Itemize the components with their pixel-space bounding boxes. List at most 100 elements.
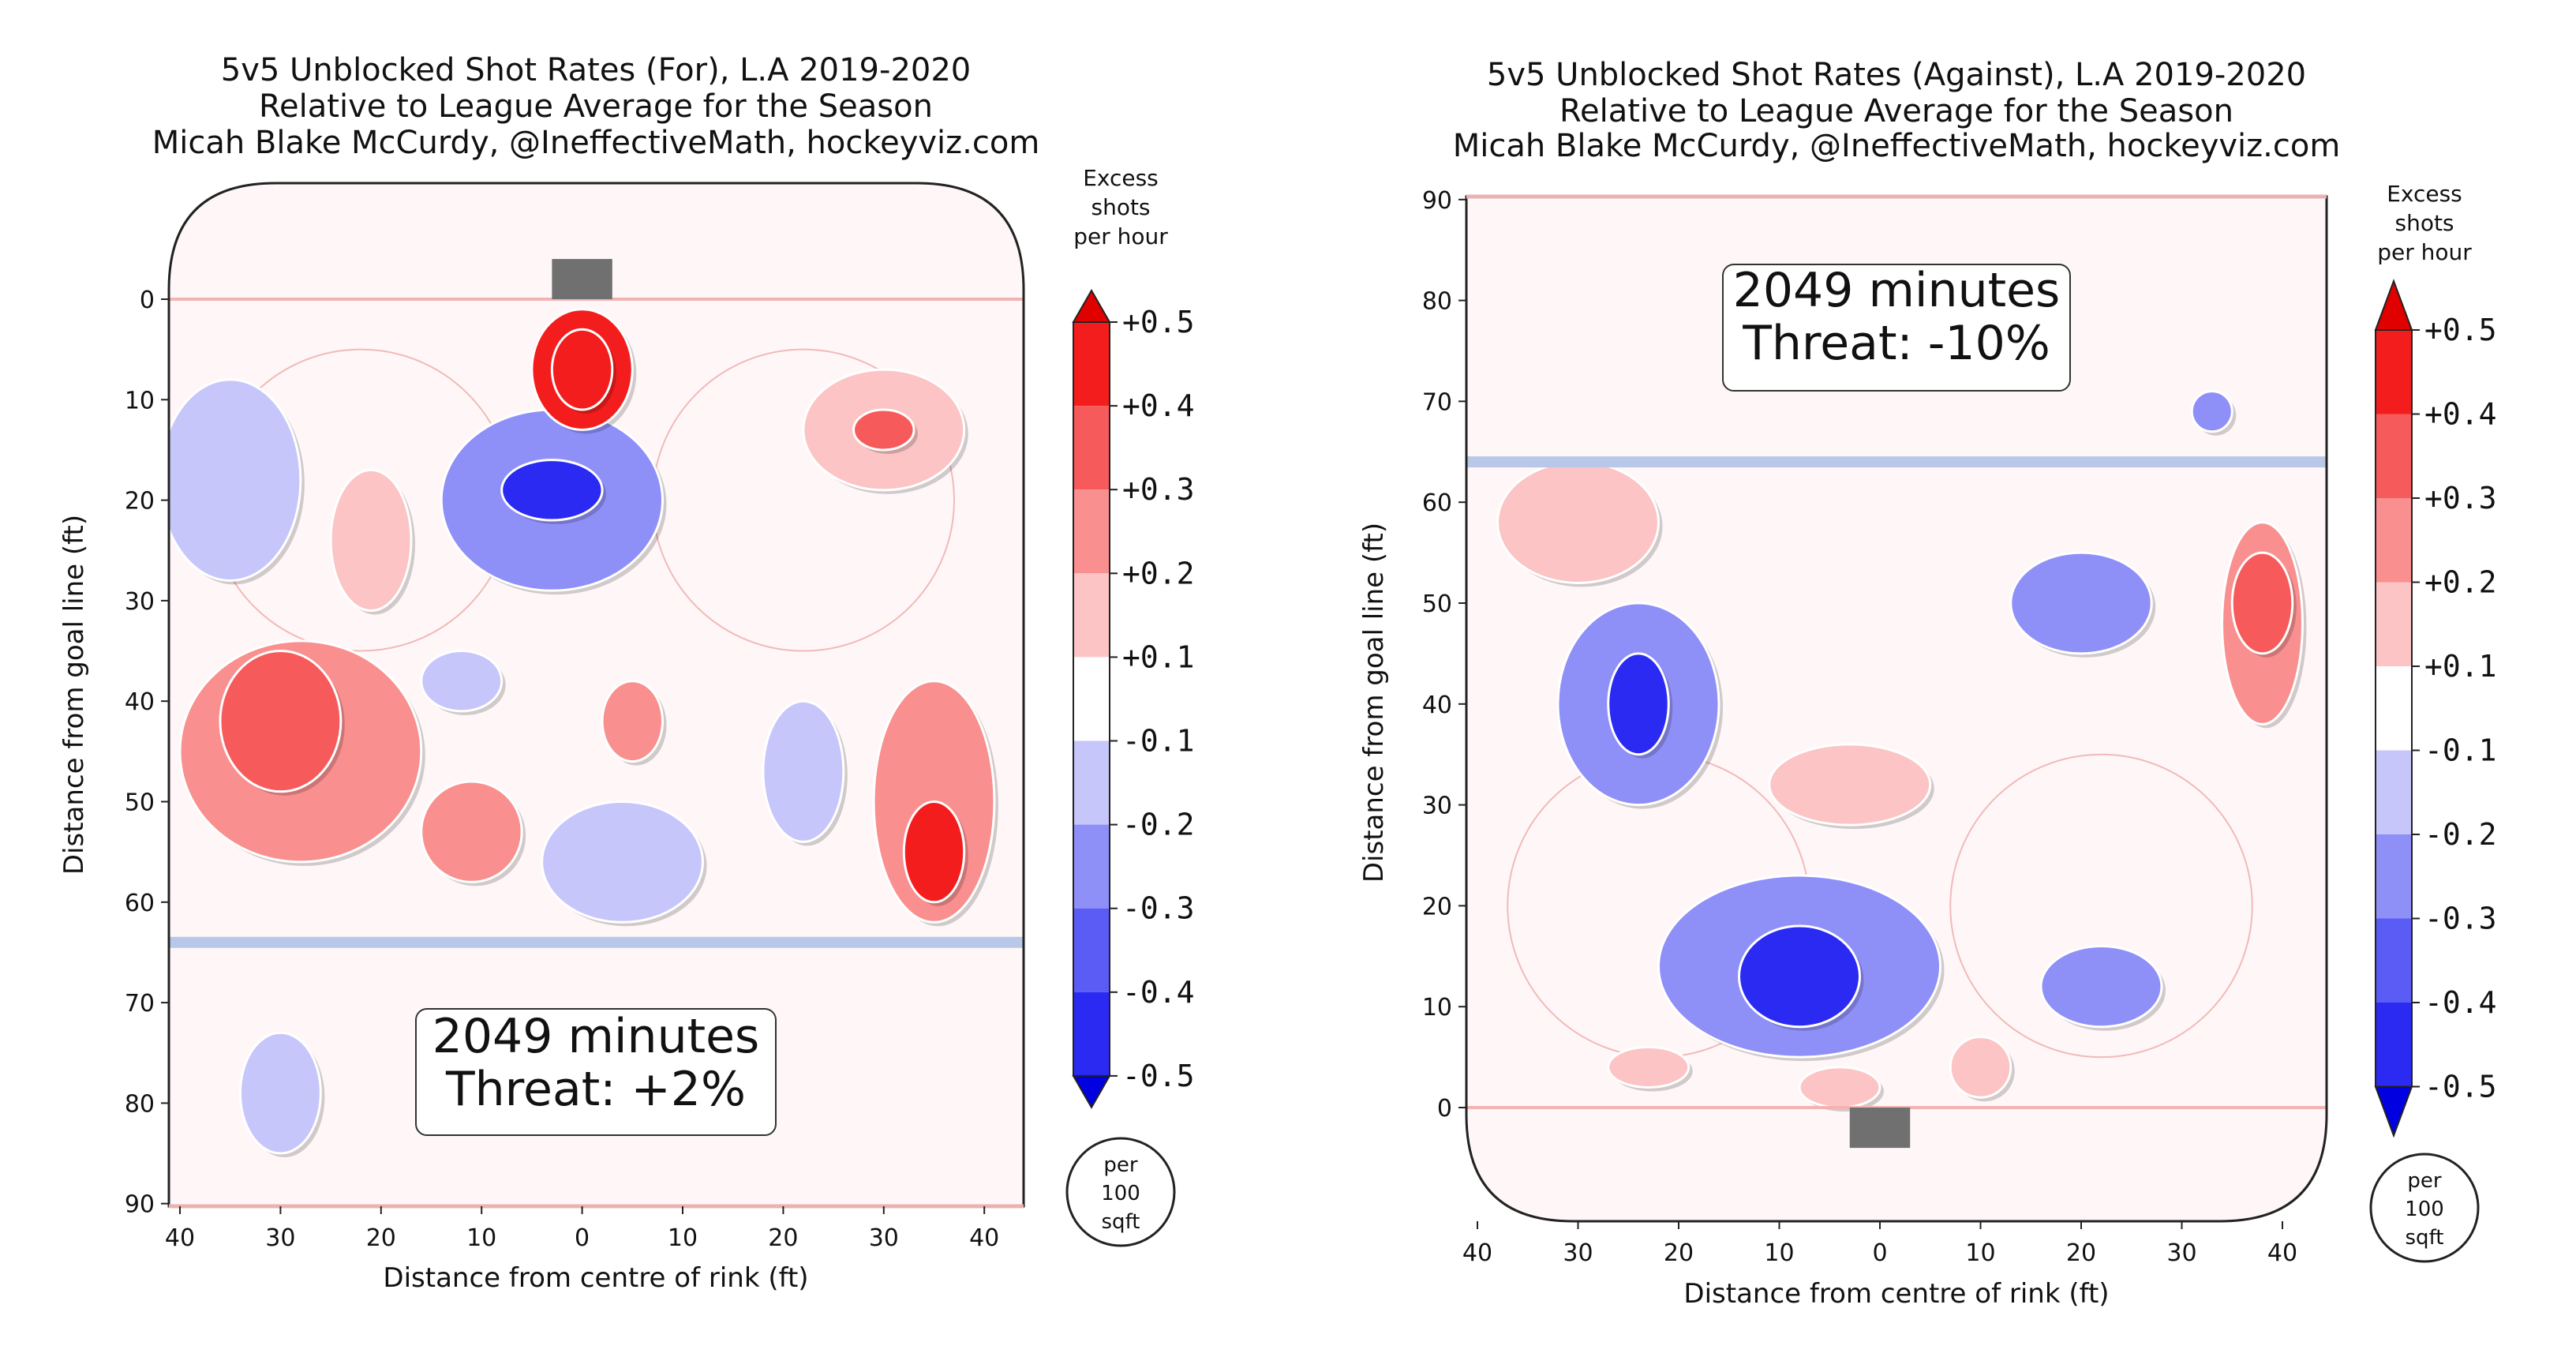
x-tick-label: 20 [366, 1224, 396, 1252]
colorbar-segment [2376, 582, 2412, 666]
y-tick-label: 50 [125, 789, 155, 817]
chart-title-line: 5v5 Unblocked Shot Rates (For), L.A 2019… [221, 52, 971, 88]
heat-blob [541, 800, 704, 924]
colorbar-tick-label: +0.4 [1122, 388, 1195, 423]
units-label: 100 [2405, 1198, 2444, 1221]
colorbar-header: shots [1091, 194, 1150, 220]
chart-title-line: 5v5 Unblocked Shot Rates (Against), L.A … [1487, 57, 2306, 93]
heat-blob [2230, 551, 2294, 655]
units-label: sqft [2406, 1226, 2444, 1250]
y-tick-label: 10 [125, 387, 155, 414]
colorbar-segment [1073, 908, 1110, 992]
y-tick-label: 20 [1422, 893, 1452, 920]
heat-blob [1607, 652, 1670, 756]
x-tick-label: 30 [265, 1224, 295, 1252]
x-axis-label: Distance from centre of rink (ft) [383, 1262, 808, 1294]
y-tick-label: 60 [1422, 489, 1452, 517]
chart-for-svg: 5v5 Unblocked Shot Rates (For), L.A 2019… [58, 52, 1195, 1294]
x-tick-label: 0 [575, 1224, 590, 1252]
minutes-label: 2049 minutes [1733, 263, 2061, 318]
x-tick-label: 20 [768, 1224, 798, 1252]
y-tick-label: 80 [125, 1090, 155, 1118]
heat-blob [601, 680, 665, 763]
units-label: 100 [1101, 1182, 1140, 1205]
y-tick-label: 60 [125, 890, 155, 917]
y-tick-label: 70 [1422, 388, 1452, 416]
colorbar-tick-label: +0.1 [2424, 649, 2497, 684]
heat-blob [1496, 460, 1660, 584]
colorbar-tick-label: +0.5 [1122, 305, 1195, 339]
minutes-label: 2049 minutes [432, 1009, 760, 1064]
heat-blob [550, 328, 614, 411]
rink-boards [1465, 195, 2328, 1223]
colorbar-header: Excess [1083, 165, 1159, 191]
x-tick-label: 0 [1872, 1239, 1887, 1267]
colorbar-tick-label: +0.3 [2424, 481, 2497, 515]
units-circle [2369, 1153, 2480, 1263]
colorbar-tick-label: -0.1 [2424, 733, 2497, 768]
x-tick-label: 20 [1664, 1239, 1694, 1267]
heat-blob [2190, 390, 2233, 433]
colorbar-tick-label: -0.5 [2424, 1070, 2497, 1104]
heat-blob [420, 780, 523, 883]
colorbar-tick-label: -0.2 [2424, 817, 2497, 852]
rink-boards [167, 182, 1025, 1208]
y-tick-label: 50 [1422, 590, 1452, 618]
units-label: sqft [1102, 1210, 1140, 1234]
colorbar-tick-label: +0.3 [1122, 472, 1195, 507]
y-tick-label: 30 [1422, 793, 1452, 820]
colorbar-tick-label: -0.5 [1122, 1059, 1195, 1093]
heat-blob [2039, 945, 2163, 1029]
heat-blob [2009, 551, 2153, 655]
colorbar-segment [1073, 992, 1110, 1076]
x-tick-label: 10 [1965, 1239, 1995, 1267]
heat-blob [500, 459, 604, 522]
colorbar-top-arrow [2374, 279, 2413, 331]
x-tick-label: 20 [2066, 1239, 2096, 1267]
heat-blob [329, 468, 413, 613]
heat-blob [1738, 924, 1861, 1029]
colorbar-header: Excess [2387, 181, 2462, 207]
colorbar-tick-label: +0.5 [2424, 313, 2497, 347]
goal-net [1849, 1108, 1911, 1149]
x-tick-label: 10 [466, 1224, 496, 1252]
chart-title-line: Relative to League Average for the Seaso… [1559, 93, 2233, 129]
chart-against-svg: 5v5 Unblocked Shot Rates (Against), L.A … [1358, 57, 2497, 1310]
colorbar-frame [1073, 321, 1110, 1077]
heat-blob [1607, 1045, 1690, 1089]
colorbar-segment [2376, 834, 2412, 919]
units-label: per [1103, 1153, 1138, 1177]
x-tick-label: 10 [668, 1224, 698, 1252]
y-tick-label: 0 [1437, 1095, 1452, 1123]
colorbar-segment [1073, 824, 1110, 909]
colorbar-segment [2376, 414, 2412, 498]
colorbar-tick-label: -0.3 [2424, 902, 2497, 936]
x-tick-label: 40 [969, 1224, 999, 1252]
info-box [415, 1008, 777, 1136]
x-tick-label: 40 [1462, 1239, 1492, 1267]
colorbar-tick-label: -0.2 [1122, 808, 1195, 842]
threat-label: Threat: -10% [1742, 316, 2050, 371]
y-tick-label: 80 [1422, 288, 1452, 316]
x-tick-label: 30 [869, 1224, 899, 1252]
colorbar-tick-label: +0.4 [2424, 397, 2497, 432]
y-tick-label: 40 [125, 688, 155, 716]
y-tick-label: 20 [125, 488, 155, 515]
colorbar-segment [2376, 1003, 2412, 1087]
y-tick-label: 0 [140, 287, 155, 314]
chart-title-line: Micah Blake McCurdy, @IneffectiveMath, h… [1453, 128, 2341, 164]
chart-for-panel: 5v5 Unblocked Shot Rates (For), L.A 2019… [58, 52, 1195, 1294]
heat-blob [1949, 1036, 2012, 1099]
colorbar-header: per hour [2377, 239, 2472, 265]
x-tick-label: 40 [165, 1224, 195, 1252]
x-tick-label: 30 [2166, 1239, 2196, 1267]
y-axis-label: Distance from goal line (ft) [1358, 523, 1390, 883]
x-tick-label: 40 [2267, 1239, 2297, 1267]
heat-blob [1798, 1066, 1881, 1109]
colorbar-segment [1073, 322, 1110, 407]
x-tick-label: 10 [1764, 1239, 1794, 1267]
colorbar-tick-label: +0.2 [1122, 556, 1195, 590]
x-tick-label: 30 [1563, 1239, 1593, 1267]
faceoff-circle [1949, 753, 2253, 1059]
y-tick-label: 90 [1422, 187, 1452, 215]
